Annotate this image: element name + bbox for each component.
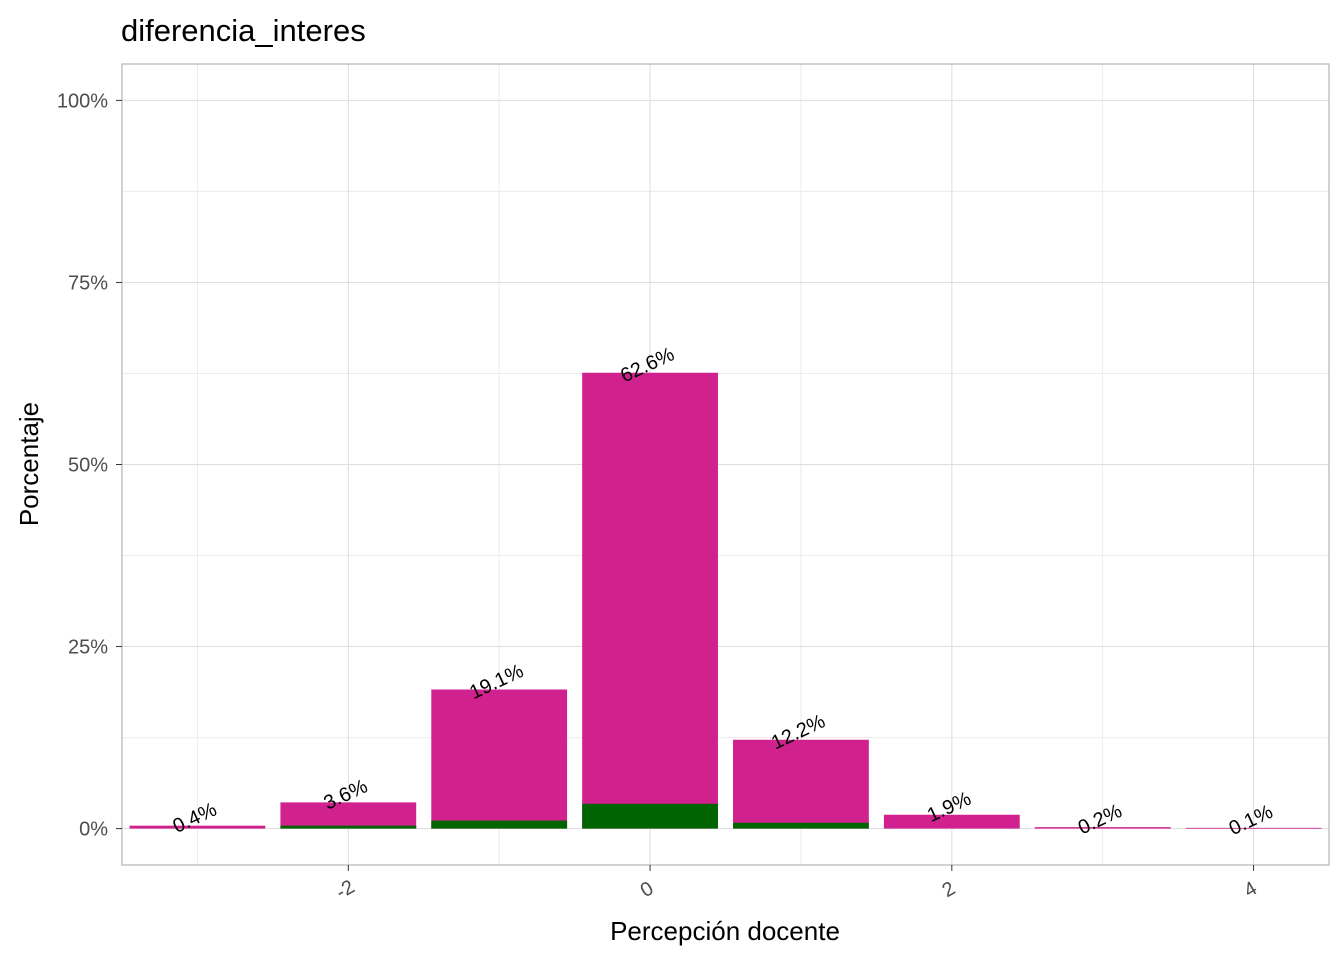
y-tick-label: 50% xyxy=(68,455,108,477)
bar-data-labels: 0.4%3.6%19.1%62.6%12.2%1.9% 0.2% 0.1% xyxy=(170,343,1277,840)
x-tick-label: 4 xyxy=(1240,877,1261,902)
y-tick-label: 75% xyxy=(68,272,108,294)
bar-series-1 xyxy=(431,689,568,829)
grid-lines xyxy=(122,64,1329,865)
x-tick-label: 0 xyxy=(637,877,658,902)
bar-series-2 xyxy=(733,822,869,829)
bar-data-label: 0.1% xyxy=(1226,801,1277,840)
bar-data-label: 0.4% xyxy=(170,799,221,838)
bar-series-1 xyxy=(280,802,417,829)
bar-series-1 xyxy=(582,372,718,829)
x-tick-label: -2 xyxy=(332,876,358,904)
y-tick-label: 0% xyxy=(79,819,108,841)
bar-series-2 xyxy=(431,820,568,829)
y-tick-label: 25% xyxy=(68,637,108,659)
x-axis-ticks: -2 0 2 4 xyxy=(332,865,1261,904)
bar-series-1 xyxy=(1034,827,1171,829)
bar-data-label: 0.2% xyxy=(1075,800,1126,839)
y-axis-ticks: 0% 25% 50% 75% 100% xyxy=(57,90,122,841)
x-tick-label: 2 xyxy=(938,877,959,902)
bar-series-1 xyxy=(883,814,1020,829)
bar-series-1 xyxy=(129,825,266,829)
bar-series-1 xyxy=(733,739,869,829)
chart-title: diferencia_interes xyxy=(121,13,366,48)
bar-series-2 xyxy=(582,803,718,829)
x-axis-title: Percepción docente xyxy=(610,916,840,946)
y-tick-label: 100% xyxy=(57,90,108,112)
y-axis-title: Porcentaje xyxy=(14,402,44,526)
bars xyxy=(129,372,1322,829)
bar-series-2 xyxy=(280,825,417,829)
bar-series-1 xyxy=(1185,827,1322,829)
